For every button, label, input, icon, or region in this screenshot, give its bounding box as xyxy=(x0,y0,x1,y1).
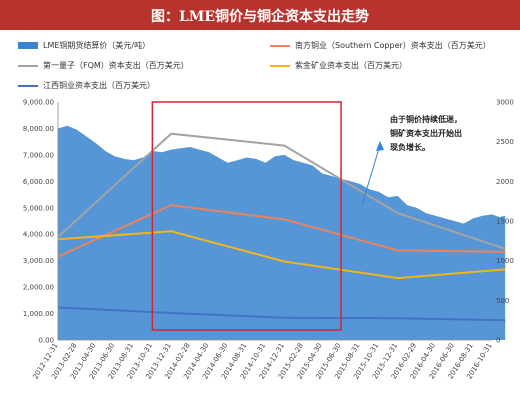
legend-label-lme: LME铜期货结算价（美元/吨） xyxy=(43,41,151,50)
series-line-zijin xyxy=(57,230,506,280)
legend-label-jiangxi: 江西铜业资本支出（百万美元） xyxy=(43,81,155,90)
highlight-box xyxy=(151,101,342,331)
legend-item-jiangxi: 江西铜业资本支出（百万美元） xyxy=(18,80,155,91)
y-right-tick-label: 1000 xyxy=(496,257,514,265)
arrow-head xyxy=(376,141,384,151)
y-left-tick-label: 2,000.00 xyxy=(23,284,54,292)
legend: LME铜期货结算价（美元/吨） 南方铜业（Southern Copper）资本支… xyxy=(12,38,512,96)
y-right-tick-label: 3000 xyxy=(496,99,514,107)
legend-swatch-jiangxi xyxy=(18,84,38,87)
y-right-tick-label: 1500 xyxy=(496,218,514,226)
y-left-tick-label: 3,000.00 xyxy=(23,257,54,265)
y-right-tick-label: 2500 xyxy=(496,138,514,146)
arrow-line xyxy=(361,144,381,206)
chart-title: 图：LME铜价与铜企资本支出走势 xyxy=(150,9,369,25)
legend-swatch-fqm xyxy=(18,64,38,67)
legend-item-zijin: 紫金矿业资本支出（百万美元） xyxy=(270,60,407,71)
y-right-tick-label: 2000 xyxy=(496,178,514,186)
legend-label-zijin: 紫金矿业资本支出（百万美元） xyxy=(295,61,407,70)
series-line-fqm xyxy=(57,132,506,250)
series-line-jiangxi xyxy=(57,306,506,322)
y-left-tick-label: 6,000.00 xyxy=(23,178,54,186)
legend-label-southern-copper: 南方铜业（Southern Copper）资本支出（百万美元） xyxy=(295,41,491,50)
y-left-tick-label: 9,000.00 xyxy=(23,99,54,107)
title-bar: 图：LME铜价与铜企资本支出走势 xyxy=(0,0,520,30)
legend-label-fqm: 第一量子（FQM）资本支出（百万美元） xyxy=(43,61,189,70)
y-right-tick-label: 0 xyxy=(496,337,500,345)
y-left-tick-label: 4,000.00 xyxy=(23,231,54,239)
series-line-southern-copper xyxy=(57,204,506,258)
annotation-text-line: 现负增长。 xyxy=(390,142,430,152)
y-left-tick-label: 5,000.00 xyxy=(23,204,54,212)
y-left-tick-label: 7,000.00 xyxy=(23,151,54,159)
annotation-text-line: 铜矿资本支出开始出 xyxy=(390,128,462,138)
y-left-tick-label: 8,000.00 xyxy=(23,125,54,133)
legend-item-southern-copper: 南方铜业（Southern Copper）资本支出（百万美元） xyxy=(270,40,491,51)
annotation-text-line: 由于铜价持续低迷， xyxy=(390,114,462,124)
legend-swatch-zijin xyxy=(270,64,290,67)
plot-layer xyxy=(57,125,506,340)
legend-swatch-lme xyxy=(18,42,38,49)
legend-item-fqm: 第一量子（FQM）资本支出（百万美元） xyxy=(18,60,189,71)
y-left-tick-label: 1,000.00 xyxy=(23,310,54,318)
y-left-tick-label: 0.00 xyxy=(38,337,54,345)
series-area-lme xyxy=(58,125,506,340)
legend-item-lme: LME铜期货结算价（美元/吨） xyxy=(18,40,150,51)
legend-swatch-southern-copper xyxy=(270,44,290,47)
y-right-tick-label: 500 xyxy=(496,297,509,305)
